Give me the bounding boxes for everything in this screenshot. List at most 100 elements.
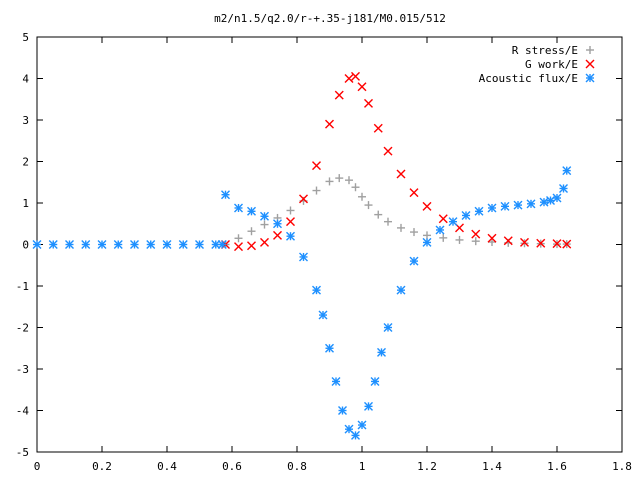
- data-point: [247, 227, 256, 236]
- y-tick-label: -3: [16, 363, 29, 376]
- data-point: [217, 240, 227, 249]
- data-point: [286, 217, 295, 227]
- x-tick-label: 1.2: [417, 460, 437, 473]
- data-point: [500, 201, 510, 211]
- y-tick-label: 2: [22, 156, 29, 169]
- data-point: [487, 203, 497, 213]
- data-point: [338, 406, 347, 415]
- legend-marker: [585, 59, 595, 69]
- data-point: [351, 183, 360, 192]
- x-tick-label: 0.8: [287, 460, 307, 473]
- data-point: [260, 220, 269, 229]
- data-point: [334, 90, 344, 100]
- data-point: [325, 343, 334, 353]
- data-point: [513, 200, 523, 210]
- legend-label: G work/E: [525, 58, 578, 71]
- legend-label: Acoustic flux/E: [479, 72, 578, 85]
- data-point: [312, 161, 321, 171]
- data-point: [562, 166, 572, 176]
- data-point: [439, 233, 448, 242]
- y-tick-label: 0: [22, 239, 29, 252]
- data-point: [461, 210, 471, 220]
- data-point: [221, 190, 230, 200]
- data-point: [384, 217, 392, 226]
- y-tick-label: -2: [16, 322, 29, 335]
- data-point: [351, 430, 360, 440]
- x-tick-label: 1: [359, 460, 366, 473]
- data-point: [396, 285, 406, 295]
- data-point: [113, 240, 123, 249]
- data-point: [370, 376, 380, 386]
- x-axis: 0 0.2 0.4 0.6 0.8 1 1.2 1.4 1.6 1.8: [34, 37, 632, 473]
- data-point: [331, 376, 341, 386]
- legend-marker: [586, 46, 594, 54]
- data-point: [357, 420, 367, 430]
- data-point: [345, 176, 353, 185]
- data-point: [448, 217, 458, 227]
- y-tick-label: 5: [22, 31, 29, 44]
- data-point: [526, 199, 536, 209]
- data-point: [325, 177, 334, 186]
- data-point: [273, 219, 282, 229]
- y-tick-label: -4: [16, 405, 30, 418]
- x-tick-label: 0.4: [157, 460, 177, 473]
- data-point: [48, 240, 58, 249]
- data-point: [286, 231, 295, 241]
- data-point: [552, 193, 562, 203]
- data-point: [260, 237, 269, 247]
- data-point: [318, 310, 328, 320]
- data-point: [247, 241, 256, 251]
- x-tick-label: 1.4: [482, 460, 502, 473]
- data-point: [286, 206, 295, 215]
- data-point: [178, 240, 188, 249]
- data-point: [488, 238, 496, 247]
- x-tick-label: 0.6: [222, 460, 242, 473]
- data-point: [364, 98, 373, 108]
- data-point: [312, 285, 321, 295]
- data-point: [471, 229, 481, 239]
- data-point: [325, 119, 334, 129]
- data-point: [422, 201, 432, 211]
- data-point: [474, 206, 484, 216]
- data-point: [299, 252, 308, 262]
- data-point: [247, 206, 256, 216]
- x-tick-label: 1.8: [612, 460, 632, 473]
- data-point: [97, 240, 107, 249]
- data-point: [471, 237, 480, 246]
- y-tick-label: 4: [22, 73, 29, 86]
- data-point: [562, 239, 572, 249]
- series-1: [221, 71, 572, 252]
- y-tick-label: 3: [22, 114, 29, 127]
- data-point: [146, 240, 156, 249]
- x-tick-label: 0: [34, 460, 41, 473]
- data-point: [32, 240, 42, 249]
- legend-marker: [585, 73, 595, 83]
- data-point: [423, 231, 431, 240]
- data-point: [397, 223, 405, 232]
- data-point: [312, 186, 321, 195]
- data-point: [364, 401, 373, 411]
- data-point: [351, 71, 360, 81]
- data-point: [195, 240, 204, 249]
- data-point: [520, 237, 529, 247]
- data-point: [364, 201, 373, 210]
- data-point: [503, 236, 513, 246]
- data-point: [438, 214, 448, 224]
- legend-label: R stress/E: [512, 44, 578, 57]
- plot-frame: [36, 36, 623, 453]
- x-tick-label: 1.6: [547, 460, 567, 473]
- data-point: [383, 146, 393, 156]
- data-point: [409, 256, 419, 266]
- chart-title: m2/n1.5/q2.0/r-+.35-j181/M0.015/512: [214, 12, 446, 25]
- data-point: [299, 194, 308, 204]
- data-point: [344, 74, 354, 83]
- series-layer: [32, 71, 572, 440]
- data-point: [81, 240, 91, 249]
- data-point: [455, 235, 464, 244]
- data-point: [358, 192, 366, 201]
- data-point: [396, 169, 406, 179]
- y-axis: -5 -4 -3 -2 -1 0 1 2 3 4 5: [16, 31, 622, 459]
- series-2: [32, 166, 572, 440]
